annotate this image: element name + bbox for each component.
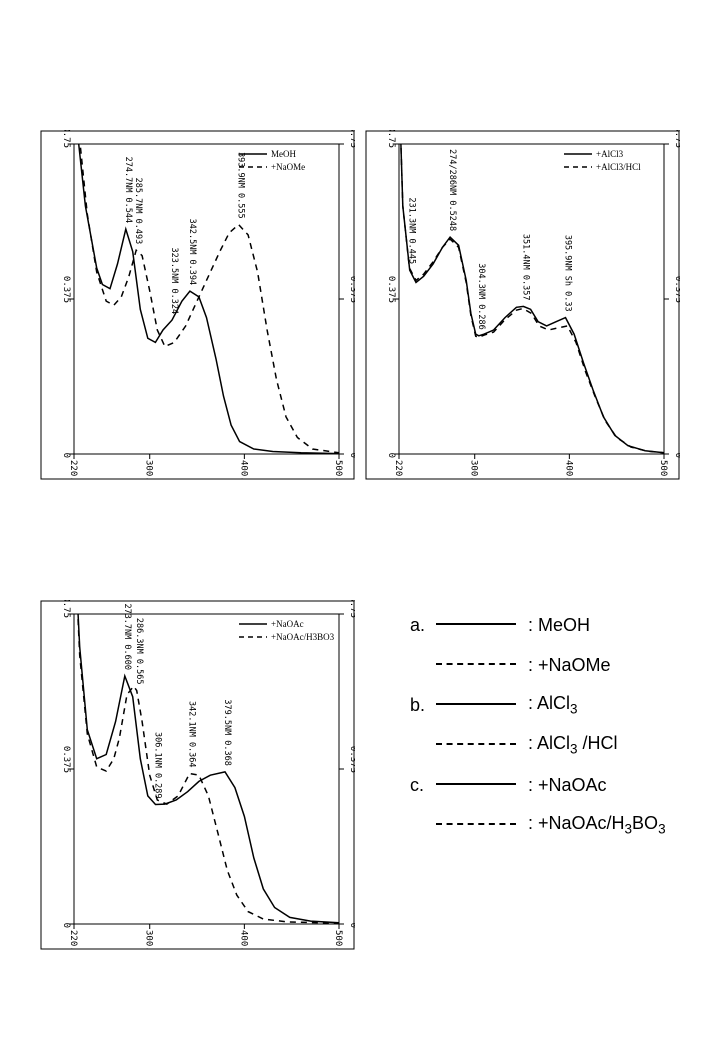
svg-text:0.375: 0.375 (61, 276, 71, 303)
svg-text:274.7NM 0.544: 274.7NM 0.544 (123, 157, 133, 224)
svg-text:273.7NM 0.600: 273.7NM 0.600 (122, 603, 132, 670)
legend-row: : AlCl3 /HCl (410, 725, 710, 765)
svg-text:0.75: 0.75 (386, 130, 396, 148)
svg-text:0.75: 0.75 (348, 130, 355, 148)
legend-label: : +NaOAc/H3BO3 (528, 813, 710, 837)
svg-text:286.3NM 0.565: 286.3NM 0.565 (134, 618, 144, 685)
svg-text:+AlCl3: +AlCl3 (596, 149, 624, 159)
svg-text:220.0: 220.0 (68, 930, 78, 950)
legend-label: : MeOH (528, 615, 710, 636)
svg-text:0: 0 (673, 453, 680, 458)
legend-label: : +NaOMe (528, 655, 710, 676)
legend-key: a. : MeOH : +NaOMe b. : AlCl3 (410, 605, 710, 845)
svg-text:0.375: 0.375 (61, 746, 71, 773)
svg-text:393.9NM 0.555: 393.9NM 0.555 (236, 152, 246, 219)
svg-text:500.0: 500.0 (333, 460, 343, 480)
legend-line-solid (436, 783, 516, 787)
legend-row: : +NaOAc/H3BO3 (410, 805, 710, 845)
legend-line-solid (436, 703, 516, 707)
svg-text:351.4NM 0.357: 351.4NM 0.357 (520, 234, 530, 301)
svg-text:0: 0 (348, 453, 355, 458)
legend-row: b. : AlCl3 (410, 685, 710, 725)
legend-letter: a. (410, 615, 436, 636)
svg-text:379.5NM 0.368: 379.5NM 0.368 (222, 699, 232, 766)
legend-line-dashed (436, 823, 516, 827)
svg-text:400.0: 400.0 (238, 930, 248, 950)
svg-text:274/286NM 0.5248: 274/286NM 0.5248 (447, 149, 457, 231)
legend-row: c. : +NaOAc (410, 765, 710, 805)
svg-text:0.75: 0.75 (61, 130, 71, 148)
legend-line-dashed (436, 743, 516, 747)
legend-line-solid (436, 623, 516, 627)
svg-text:220.0: 220.0 (393, 460, 403, 480)
svg-text:342.5NM 0.394: 342.5NM 0.394 (187, 219, 197, 286)
svg-text:0: 0 (348, 923, 355, 928)
svg-text:0: 0 (61, 923, 71, 928)
legend-line-dashed (436, 663, 516, 667)
svg-text:0.375: 0.375 (348, 276, 355, 303)
svg-text:0.75: 0.75 (673, 130, 680, 148)
spectrum-panel-b: 220.0 300.0 400.0 500.0 0 0 0.375 0.375 0.75 0.75… (365, 130, 680, 480)
legend-letter: c. (410, 775, 436, 796)
legend-label: : AlCl3 /HCl (528, 733, 710, 757)
legend-row: : +NaOMe (410, 645, 710, 685)
legend-row: a. : MeOH (410, 605, 710, 645)
svg-text:304.3NM 0.286: 304.3NM 0.286 (476, 263, 486, 330)
svg-text:300.0: 300.0 (144, 930, 154, 950)
svg-text:220.0: 220.0 (68, 460, 78, 480)
svg-text:0.375: 0.375 (348, 746, 355, 773)
svg-text:0.375: 0.375 (673, 276, 680, 303)
svg-text:300.0: 300.0 (144, 460, 154, 480)
svg-text:0: 0 (386, 453, 396, 458)
page: 220.0 300.0 400.0 500.0 0 0 0.375 0.375 0.75 0.75… (0, 0, 720, 1040)
svg-text:MeOH: MeOH (271, 149, 296, 159)
svg-text:300.0: 300.0 (469, 460, 479, 480)
svg-text:342.1NM 0.364: 342.1NM 0.364 (187, 701, 197, 768)
spectrum-panel-a: 220.0 300.0 400.0 500.0 0 0 0.375 0.375 0.75 0.75… (40, 130, 355, 480)
svg-text:+AlCl3/HCl: +AlCl3/HCl (596, 162, 641, 172)
svg-text:500.0: 500.0 (333, 930, 343, 950)
legend-letter: b. (410, 695, 436, 716)
svg-text:0.375: 0.375 (386, 276, 396, 303)
legend-label: : AlCl3 (528, 693, 710, 717)
svg-text:400.0: 400.0 (563, 460, 573, 480)
svg-text:285.7NM 0.493: 285.7NM 0.493 (133, 178, 143, 245)
svg-text:500.0: 500.0 (658, 460, 668, 480)
svg-text:+NaOMe: +NaOMe (271, 162, 305, 172)
svg-text:+NaOAc: +NaOAc (271, 619, 304, 629)
svg-text:395.9NM Sh 0.33: 395.9NM Sh 0.33 (562, 235, 572, 312)
svg-text:0.75: 0.75 (348, 600, 355, 618)
spectrum-panel-c: 220.0 300.0 400.0 500.0 0 0 0.375 0.375 0.75 0.75… (40, 600, 355, 950)
legend-label: : +NaOAc (528, 775, 710, 796)
svg-text:400.0: 400.0 (238, 460, 248, 480)
svg-text:0.75: 0.75 (61, 600, 71, 618)
svg-text:323.5NM 0.324: 323.5NM 0.324 (169, 248, 179, 315)
svg-text:0: 0 (61, 453, 71, 458)
svg-text:231.3NM 0.445: 231.3NM 0.445 (407, 198, 417, 265)
svg-text:+NaOAc/H3BO3: +NaOAc/H3BO3 (271, 632, 335, 642)
